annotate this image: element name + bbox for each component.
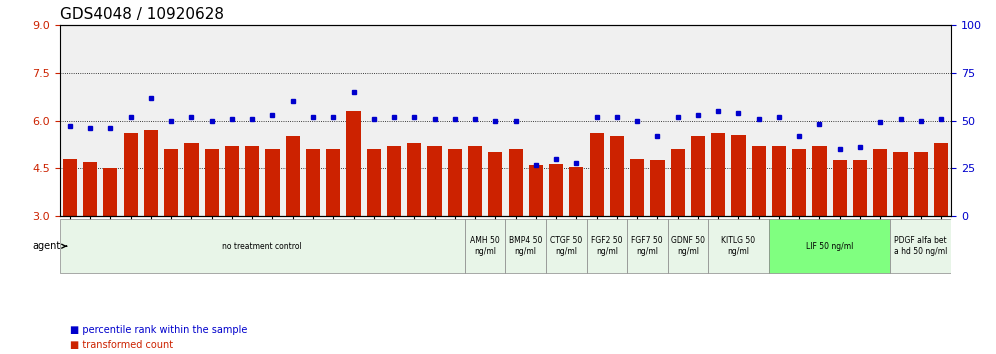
Bar <box>407 143 421 216</box>
Bar <box>934 143 948 216</box>
Text: ■ percentile rank within the sample: ■ percentile rank within the sample <box>70 325 247 335</box>
Text: CTGF 50
ng/ml: CTGF 50 ng/ml <box>550 236 583 256</box>
Bar <box>873 149 887 216</box>
Bar <box>265 149 280 216</box>
Bar <box>306 149 320 216</box>
Bar <box>772 146 786 216</box>
FancyBboxPatch shape <box>627 219 667 273</box>
Bar <box>813 146 827 216</box>
Bar <box>225 146 239 216</box>
Bar <box>509 149 523 216</box>
Bar <box>184 143 198 216</box>
FancyBboxPatch shape <box>667 219 708 273</box>
FancyBboxPatch shape <box>708 219 769 273</box>
Bar <box>104 169 118 216</box>
Text: GDS4048 / 10920628: GDS4048 / 10920628 <box>60 7 224 22</box>
Bar <box>610 137 623 216</box>
FancyBboxPatch shape <box>587 219 627 273</box>
Bar <box>833 160 847 216</box>
Bar <box>387 146 401 216</box>
Bar <box>570 167 584 216</box>
Text: KITLG 50
ng/ml: KITLG 50 ng/ml <box>721 236 756 256</box>
Bar <box>124 133 137 216</box>
Bar <box>326 149 341 216</box>
Bar <box>752 146 766 216</box>
Bar <box>913 153 928 216</box>
FancyBboxPatch shape <box>890 219 951 273</box>
Text: GDNF 50
ng/ml: GDNF 50 ng/ml <box>670 236 705 256</box>
Bar <box>347 111 361 216</box>
Bar <box>691 137 705 216</box>
Text: PDGF alfa bet
a hd 50 ng/ml: PDGF alfa bet a hd 50 ng/ml <box>894 236 947 256</box>
Bar <box>731 135 746 216</box>
Bar <box>83 162 98 216</box>
Bar <box>427 146 441 216</box>
Text: no treatment control: no treatment control <box>222 242 302 251</box>
Bar <box>367 149 380 216</box>
Text: AMH 50
ng/ml: AMH 50 ng/ml <box>470 236 500 256</box>
Text: LIF 50 ng/ml: LIF 50 ng/ml <box>806 242 854 251</box>
Bar <box>630 159 644 216</box>
Bar <box>853 160 868 216</box>
Bar <box>143 130 158 216</box>
Bar <box>164 149 178 216</box>
Bar <box>529 165 543 216</box>
Bar <box>448 149 462 216</box>
Bar <box>63 159 77 216</box>
Bar <box>245 146 259 216</box>
Bar <box>286 137 300 216</box>
Text: agent: agent <box>33 241 67 251</box>
Text: FGF7 50
ng/ml: FGF7 50 ng/ml <box>631 236 663 256</box>
Bar <box>468 146 482 216</box>
Bar <box>711 133 725 216</box>
FancyBboxPatch shape <box>60 219 465 273</box>
Bar <box>549 164 563 216</box>
Bar <box>792 149 807 216</box>
Bar <box>650 160 664 216</box>
Text: ■ transformed count: ■ transformed count <box>70 341 173 350</box>
FancyBboxPatch shape <box>546 219 587 273</box>
FancyBboxPatch shape <box>506 219 546 273</box>
Bar <box>590 133 604 216</box>
Bar <box>893 153 907 216</box>
Bar <box>488 153 502 216</box>
Text: FGF2 50
ng/ml: FGF2 50 ng/ml <box>591 236 622 256</box>
Bar <box>204 149 219 216</box>
Bar <box>670 149 685 216</box>
FancyBboxPatch shape <box>465 219 506 273</box>
FancyBboxPatch shape <box>769 219 890 273</box>
Text: BMP4 50
ng/ml: BMP4 50 ng/ml <box>509 236 543 256</box>
